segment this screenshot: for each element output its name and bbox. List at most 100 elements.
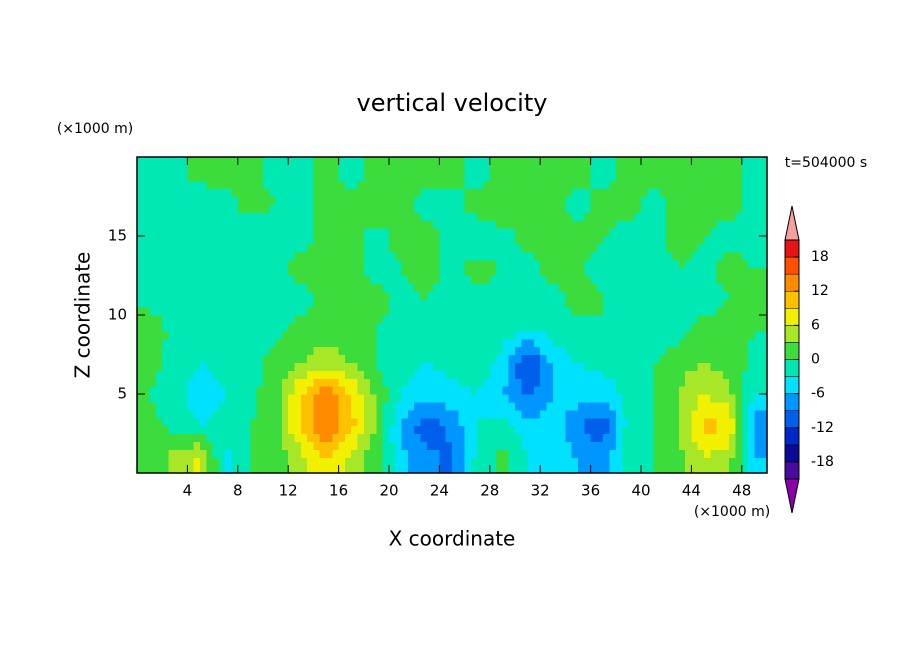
field-cell (678, 299, 686, 308)
field-cell (584, 172, 592, 182)
field-cell (603, 243, 611, 253)
field-cell (546, 457, 554, 466)
field-cell (174, 425, 182, 435)
field-cell (370, 362, 377, 371)
field-cell (351, 299, 359, 308)
field-cell (710, 212, 718, 221)
field-cell (162, 394, 170, 403)
field-cell (407, 267, 415, 277)
field-cell (149, 196, 157, 205)
field-cell (363, 291, 371, 300)
field-cell (672, 315, 680, 324)
field-cell (439, 457, 447, 466)
field-cell (704, 212, 711, 221)
y-axis-label: Z coordinate (71, 252, 95, 379)
field-cell (603, 338, 611, 348)
field-cell (760, 204, 768, 213)
field-cell (313, 386, 321, 395)
field-cell (552, 157, 560, 166)
field-cell (212, 157, 220, 166)
field-cell (603, 188, 611, 198)
field-cell (704, 346, 711, 356)
field-cell (143, 188, 151, 198)
field-cell (237, 394, 245, 403)
field-cell (722, 457, 730, 466)
field-cell (760, 212, 768, 221)
field-cell (641, 425, 648, 435)
field-cell (748, 196, 755, 205)
field-cell (691, 164, 699, 174)
field-cell (458, 417, 466, 427)
field-cell (622, 394, 629, 403)
field-cell (521, 188, 529, 198)
field-cell (685, 362, 692, 371)
field-cell (540, 251, 548, 261)
field-cell (395, 433, 403, 442)
field-cell (370, 196, 377, 205)
colorbar-high (784, 205, 800, 241)
field-cell (716, 330, 724, 340)
field-cell (729, 425, 737, 435)
field-cell (584, 338, 592, 348)
field-cell (609, 330, 617, 340)
field-cell (206, 236, 214, 245)
field-cell (666, 220, 674, 229)
field-cell (546, 322, 554, 332)
field-cell (200, 212, 207, 221)
field-cell (470, 283, 478, 292)
field-cell (244, 315, 251, 324)
field-cell (748, 378, 755, 387)
field-cell (294, 354, 302, 363)
field-cell (571, 180, 579, 190)
field-cell (641, 441, 648, 450)
field-cell (445, 315, 453, 324)
field-cell (307, 394, 314, 403)
field-cell (615, 267, 623, 277)
field-cell (609, 457, 617, 466)
field-cell (244, 433, 251, 442)
field-cell (647, 236, 655, 245)
field-cell (401, 283, 409, 292)
field-cell (540, 228, 548, 237)
field-cell (344, 196, 352, 205)
field-cell (263, 267, 270, 277)
field-cell (319, 346, 327, 356)
field-cell (565, 425, 573, 435)
field-cell (483, 220, 491, 229)
field-cell (389, 236, 396, 245)
field-cell (571, 212, 579, 221)
field-cell (716, 465, 724, 474)
field-cell (754, 362, 762, 371)
field-cell (452, 228, 459, 237)
field-cell (231, 299, 239, 308)
field-cell (137, 338, 144, 348)
field-cell (319, 283, 327, 292)
field-cell (647, 354, 655, 363)
field-cell (533, 425, 541, 435)
field-cell (218, 354, 226, 363)
field-cell (609, 322, 617, 332)
field-cell (659, 378, 667, 387)
field-cell (685, 236, 692, 245)
field-cell (533, 275, 541, 284)
field-cell (263, 425, 270, 435)
field-cell (281, 291, 289, 300)
field-cell (225, 157, 233, 166)
field-cell (307, 338, 314, 348)
field-cell (376, 362, 384, 371)
field-cell (622, 180, 629, 190)
field-cell (376, 330, 384, 340)
field-cell (433, 330, 440, 340)
field-cell (294, 228, 302, 237)
field-cell (641, 172, 648, 182)
field-cell (218, 441, 226, 450)
field-cell (319, 236, 327, 245)
field-cell (565, 362, 573, 371)
field-cell (546, 386, 554, 395)
field-cell (540, 362, 548, 371)
x-tick-label: 12 (279, 482, 298, 500)
field-cell (212, 283, 220, 292)
field-cell (489, 228, 497, 237)
field-cell (225, 330, 233, 340)
field-cell (351, 433, 359, 442)
